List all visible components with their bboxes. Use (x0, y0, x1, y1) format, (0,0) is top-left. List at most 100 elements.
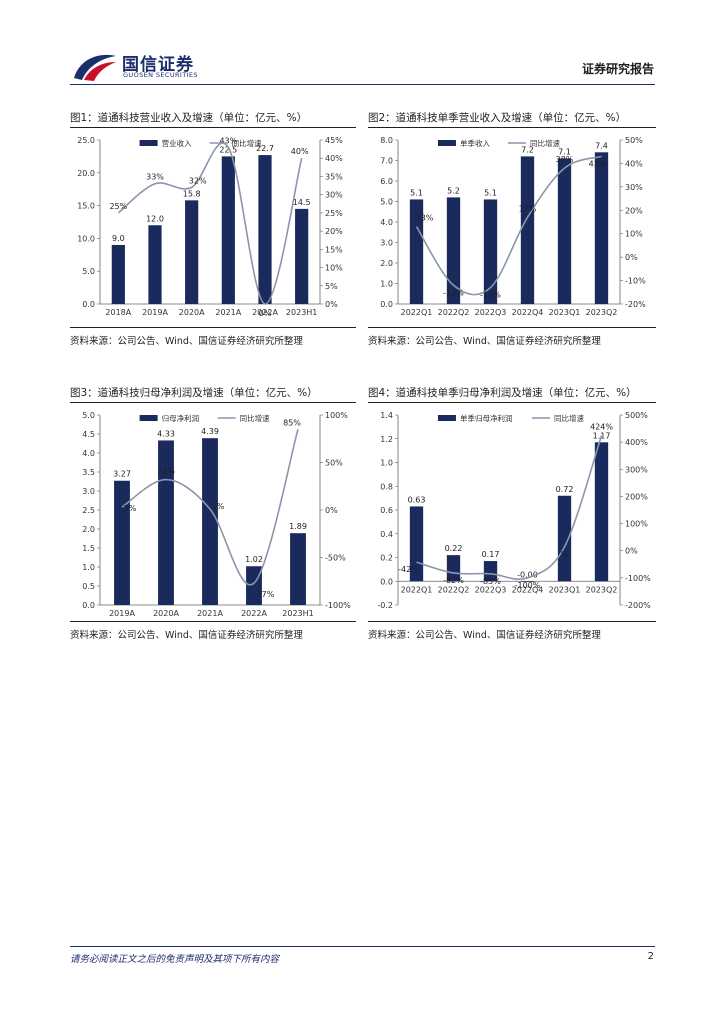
bar (258, 155, 272, 304)
figure-title: 图3：道通科技归母净利润及增速（单位：亿元、%） (70, 387, 318, 399)
left-tick-label: 2.0 (380, 259, 393, 268)
brand-name-en: GUOSEN SECURITIES (123, 71, 198, 79)
bar-value-label: 0.63 (408, 495, 426, 504)
chart-1-svg: 0.0 5.0 10.0 15.0 20.0 25.0 0% 5% 10% 15% 20% 25% 30… (77, 136, 343, 318)
left-tick-label: 0.2 (380, 554, 393, 563)
left-tick-label: 1.0 (82, 563, 95, 572)
growth-value-label: % (561, 550, 569, 559)
bar (221, 156, 235, 304)
figure-2: 图2：道通科技单季营业收入及增速（单位：亿元、%） 0.0 1.0 2.0 3.0 4.… (368, 110, 656, 350)
figure-title-rule (368, 127, 656, 128)
legend-bar-swatch (139, 415, 158, 421)
x-tick-label: 2021A (197, 609, 223, 618)
right-tick-label: -200% (625, 601, 651, 610)
bar (409, 199, 424, 304)
bar-value-label: 7.2 (521, 145, 534, 154)
right-tick-label: 100% (625, 520, 648, 529)
bar (594, 442, 609, 582)
x-tick-label: 2020A (179, 308, 205, 317)
legend-line-label: 同比增速 (554, 413, 584, 423)
growth-line (416, 435, 603, 581)
right-tick-label: 20% (325, 227, 343, 236)
source-rule (70, 327, 356, 328)
x-tick-label: 2022Q3 (475, 585, 507, 594)
left-tick-label: 0.0 (82, 300, 95, 309)
bar (446, 197, 461, 304)
legend-line-label: 同比增速 (240, 413, 270, 423)
right-tick-label: 5% (325, 282, 338, 291)
right-tick-label: -100% (325, 601, 351, 610)
growth-value-label: 32% (189, 176, 207, 185)
right-tick-label: 200% (625, 492, 648, 501)
growth-value-label: -82% (443, 576, 464, 585)
right-tick-label: 40% (325, 154, 343, 163)
left-tick-label: 1.2 (380, 435, 393, 444)
x-tick-label: 2023H1 (282, 609, 313, 618)
chart-2: 0.0 1.0 2.0 3.0 4.0 5.0 6.0 7.0 8.0 -20% -10% 0% 10%… (368, 130, 656, 326)
x-tick-label: 2022A (252, 308, 278, 317)
right-tick-label: 35% (325, 172, 343, 181)
figure-title-rule (70, 127, 356, 128)
bar-value-label: 1.02 (245, 555, 263, 564)
bar (158, 440, 174, 605)
right-tick-label: -10% (625, 277, 646, 286)
bar-value-label: 4.33 (157, 429, 175, 438)
bar-value-label: 14.5 (293, 198, 311, 207)
growth-value-label: 43% (589, 159, 607, 168)
bar (185, 200, 199, 304)
left-tick-label: 2.5 (82, 506, 95, 515)
figure-source: 资料来源：公司公告、Wind、国信证券经济研究所整理 (70, 630, 303, 641)
growth-value-label: 1% (212, 502, 225, 511)
left-tick-label: 0.0 (380, 577, 393, 586)
bar (557, 158, 572, 304)
brand-logo: 国信证券 GUOSEN SECURITIES (70, 48, 210, 88)
bar (557, 495, 572, 582)
right-tick-label: 0% (325, 300, 338, 309)
header-divider (70, 84, 655, 86)
page-number: 2 (647, 951, 654, 962)
guosen-logo-icon (74, 54, 116, 81)
right-tick-label: 400% (625, 438, 648, 447)
bar-value-label: 0.22 (445, 544, 463, 553)
bar-value-label: 5.2 (447, 186, 460, 195)
growth-value-label: 424% (590, 423, 613, 432)
left-tick-label: 1.0 (380, 280, 393, 289)
left-tick-label: 15.0 (77, 202, 95, 211)
right-tick-label: 40% (625, 159, 643, 168)
growth-value-label: 13% (416, 214, 434, 223)
right-tick-label: 10% (625, 230, 643, 239)
growth-value-label: 33% (146, 173, 164, 182)
growth-value-label: 40% (291, 147, 309, 156)
left-tick-label: 7.0 (380, 157, 393, 166)
growth-line (415, 155, 602, 296)
bar (520, 156, 535, 304)
footer-disclaimer: 请务必阅读正文之后的免责声明及其项下所有内容 (70, 954, 280, 965)
right-tick-label: 20% (625, 206, 643, 215)
bar-value-label: 1.89 (289, 522, 307, 531)
report-type: 证券研究报告 (581, 62, 654, 76)
bar-value-label: 3.27 (113, 470, 131, 479)
right-tick-label: -20% (625, 300, 646, 309)
growth-value-label: -100% (515, 581, 541, 590)
left-tick-label: 2.0 (82, 525, 95, 534)
right-tick-label: 0% (625, 253, 638, 262)
bar (295, 208, 309, 304)
x-tick-label: 2023H1 (286, 308, 317, 317)
growth-value-label: 0% (259, 309, 272, 318)
left-tick-label: 0.8 (380, 482, 393, 491)
bar-value-label: 0.17 (482, 550, 500, 559)
figure-4: 图4：道通科技单季归母净利润及增速（单位：亿元、%） -0.2 0.0 0.2 0.4… (368, 385, 656, 650)
bar (446, 555, 461, 582)
x-tick-label: 2021A (215, 308, 241, 317)
right-tick-label: 30% (325, 191, 343, 200)
page-header: 国信证券 GUOSEN SECURITIES 证券研究报告 (0, 0, 724, 90)
chart-3: 0.0 0.5 1.0 1.5 2.0 2.5 3.0 3.5 4.0 4.5 5.0 -100% -5… (70, 405, 356, 625)
left-tick-label: 5.0 (82, 267, 95, 276)
figure-source: 资料来源：公司公告、Wind、国信证券经济研究所整理 (368, 630, 601, 641)
growth-value-label: -12% (443, 288, 464, 297)
bar (148, 225, 162, 304)
legend-line-label: 同比增速 (232, 138, 262, 148)
bar-value-label: 22.5 (219, 145, 237, 154)
chart-1: 0.0 5.0 10.0 15.0 20.0 25.0 0% 5% 10% 15% 20% 25% 30… (70, 130, 356, 326)
figure-title: 图1：道通科技营业收入及增速（单位：亿元、%） (70, 112, 308, 124)
